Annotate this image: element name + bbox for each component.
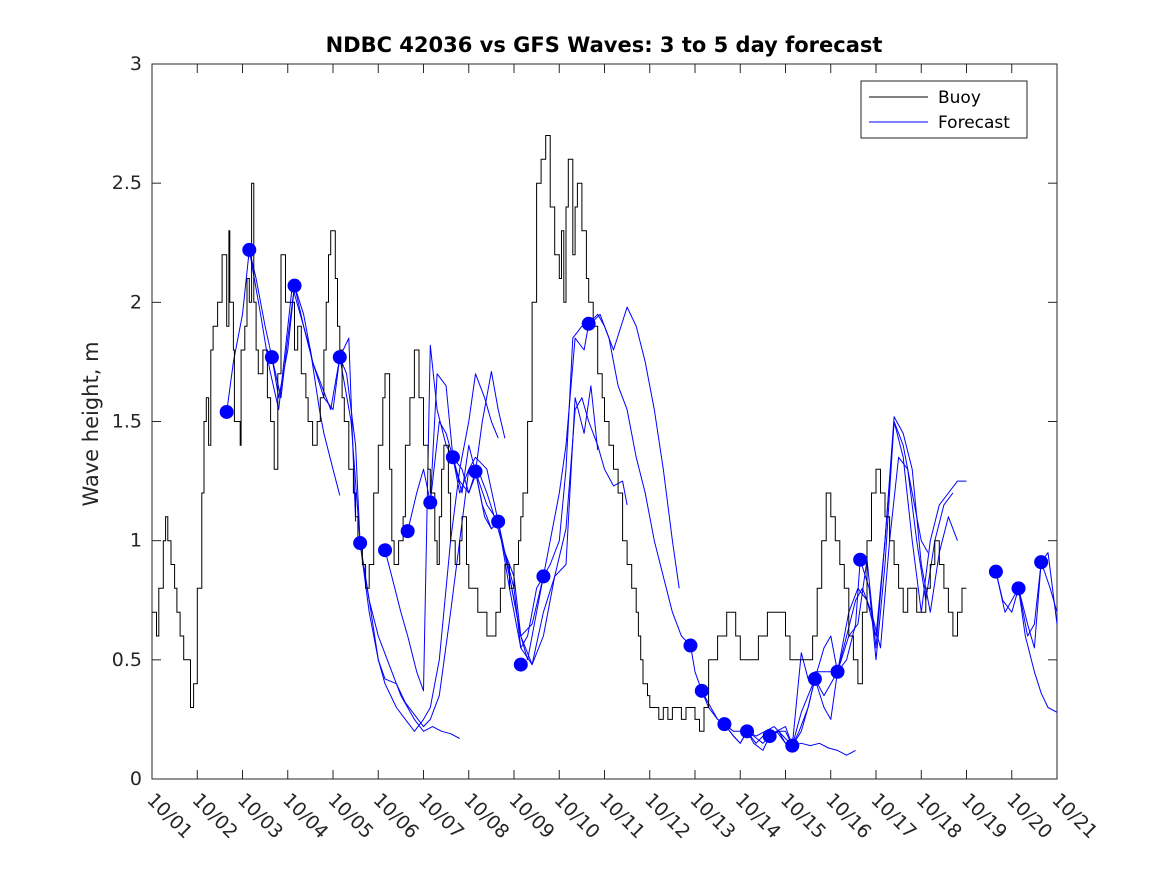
y-tick-label: 2.5 [112, 172, 142, 194]
forecast-marker [423, 495, 438, 510]
forecast-marker [785, 738, 800, 753]
forecast-line-16 [995, 552, 1058, 649]
y-axis: 0 0.5 1 1.5 2 2.5 3 [112, 53, 1057, 790]
y-tick-label: 0.5 [112, 649, 142, 671]
forecast-marker [264, 350, 279, 365]
forecast-line-1 [226, 249, 341, 496]
forecast-marker [762, 729, 777, 744]
chart-title: NDBC 42036 vs GFS Waves: 3 to 5 day fore… [326, 33, 883, 57]
forecast-marker [219, 404, 234, 419]
forecast-marker [491, 514, 506, 529]
legend-box [860, 80, 1028, 139]
forecast-marker [513, 657, 528, 672]
forecast-marker [807, 671, 822, 686]
y-tick-label: 3 [130, 53, 142, 75]
legend-buoy-label: Buoy [938, 88, 981, 108]
forecast-marker [332, 350, 347, 365]
forecast-marker [1034, 555, 1049, 570]
y-tick-label: 1.5 [112, 411, 142, 433]
forecast-marker [287, 278, 302, 293]
buoy-line [152, 135, 967, 732]
forecast-line-14 [746, 421, 967, 751]
forecast-markers [219, 242, 1049, 753]
forecast-marker [536, 569, 551, 584]
legend: Buoy Forecast [860, 80, 1028, 139]
y-tick-label: 1 [130, 530, 142, 552]
forecast-marker [853, 552, 868, 567]
y-tick-label: 2 [130, 291, 142, 313]
forecast-line-15 [767, 456, 954, 747]
forecast-marker [445, 450, 460, 465]
forecast-marker [683, 638, 698, 653]
forecast-marker [378, 543, 393, 558]
forecast-marker [694, 683, 709, 698]
forecast-marker [581, 316, 596, 331]
forecast-marker [717, 717, 732, 732]
forecast-marker [242, 242, 257, 257]
y-axis-label: Wave height, m [79, 341, 103, 506]
legend-forecast-label: Forecast [938, 113, 1010, 133]
forecast-marker [988, 564, 1003, 579]
plot-area: 00.511.522.53 10/0110/0210/0310/0410/051… [112, 53, 1102, 843]
forecast-marker [468, 464, 483, 479]
y-tick-label: 0 [130, 768, 142, 790]
forecast-marker [353, 536, 368, 551]
forecast-marker [740, 724, 755, 739]
forecast-line-10 [475, 371, 506, 472]
forecast-marker [830, 664, 845, 679]
forecast-line-18 [1018, 588, 1058, 713]
forecast-line-9 [452, 313, 691, 661]
forecast-line-17 [995, 561, 1058, 637]
forecast-marker [1011, 581, 1026, 596]
forecast-marker [400, 524, 415, 539]
